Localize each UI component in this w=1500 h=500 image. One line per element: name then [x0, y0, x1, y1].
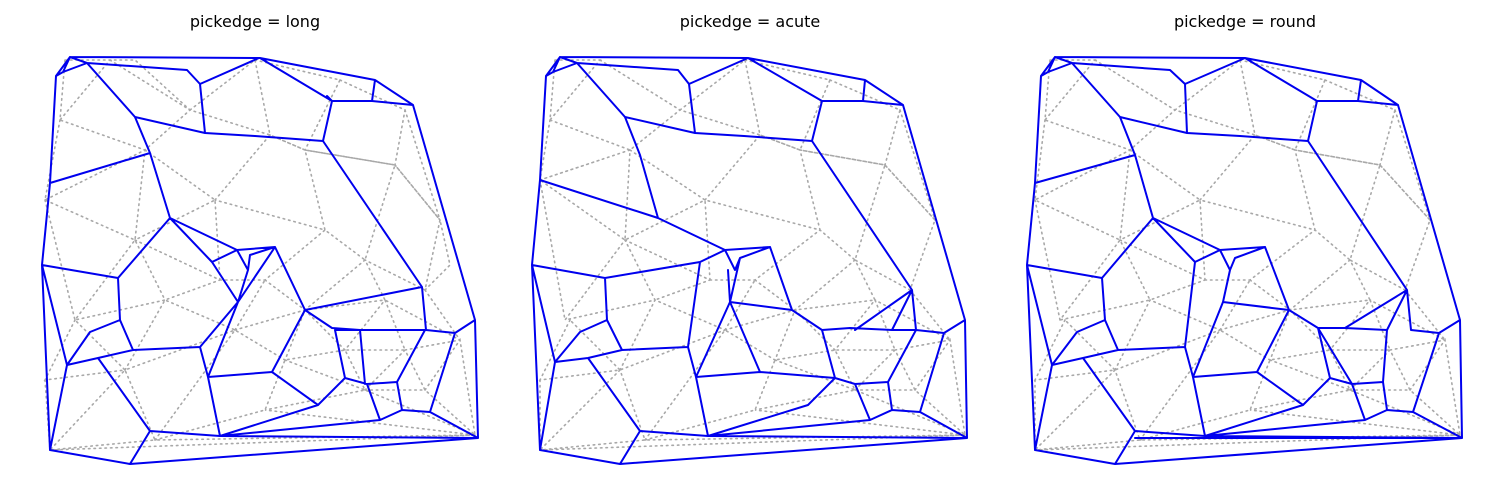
mesh-plot-long	[41, 56, 479, 465]
triangulation-edges	[43, 58, 477, 452]
dual-mesh-edges	[531, 56, 968, 465]
mesh-plot-round	[1026, 56, 1463, 465]
dual-mesh-edges	[1026, 56, 1463, 465]
panel-title: pickedge = round	[1173, 12, 1317, 31]
panel-title: pickedge = acute	[679, 12, 821, 31]
panel-long: pickedge = long	[5, 0, 505, 500]
panel-round: pickedge = round	[995, 0, 1495, 500]
panel-title: pickedge = long	[189, 12, 321, 31]
triangulation-edges	[1033, 58, 1462, 452]
triangulation-edges	[538, 58, 967, 452]
mesh-plot-acute	[531, 56, 968, 465]
dual-mesh-edges	[41, 56, 479, 465]
panel-acute: pickedge = acute	[500, 0, 1000, 500]
